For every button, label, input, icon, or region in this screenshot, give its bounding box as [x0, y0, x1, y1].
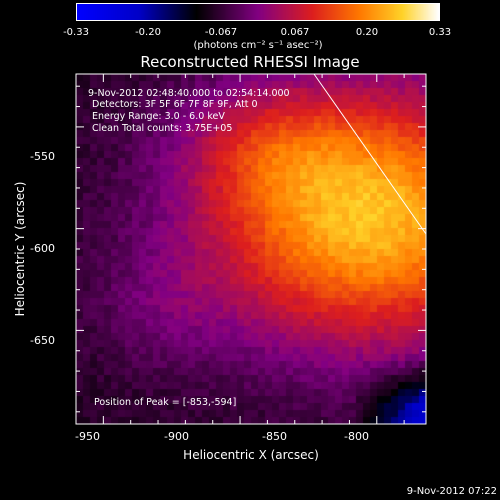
colorbar-tick-label: -0.20: [135, 27, 161, 38]
footer-date: 9-Nov-2012 07:22: [406, 486, 497, 497]
colorbar-gradient: [76, 3, 440, 21]
colorbar-unit-label: (photons cm⁻² s⁻¹ asec⁻²): [193, 40, 323, 51]
colorbar-tick-label: -0.067: [204, 27, 238, 38]
colorbar-tick-label: 0.33: [428, 27, 452, 38]
plot-area: 9-Nov-2012 02:48:40.000 to 02:54:14.000 …: [76, 74, 426, 424]
x-axis-label: Heliocentric X (arcsec): [183, 448, 319, 462]
y-tick-label: -600: [30, 242, 55, 255]
colorbar: [76, 3, 440, 21]
x-tick-label: -950: [75, 430, 100, 443]
y-axis-label: Heliocentric Y (arcsec): [13, 181, 27, 317]
x-tick-label: -850: [262, 430, 287, 443]
clean-counts-annotation: Clean Total counts: 3.75E+05: [92, 123, 233, 134]
time-range-annotation: 9-Nov-2012 02:48:40.000 to 02:54:14.000: [88, 88, 290, 99]
detectors-annotation: Detectors: 3F 5F 6F 7F 8F 9F, Att 0: [92, 99, 258, 110]
x-tick-label: -800: [344, 430, 369, 443]
peak-position-annotation: Position of Peak = [-853,-594]: [94, 397, 237, 408]
heatmap-image: [76, 74, 426, 424]
plot-frame: [75, 73, 427, 425]
y-tick-label: -550: [30, 150, 55, 163]
colorbar-tick-label: 0.20: [355, 27, 379, 38]
colorbar-tick-label: 0.067: [280, 27, 310, 38]
chart-title: Reconstructed RHESSI Image: [140, 53, 360, 71]
tick-marks: [75, 74, 426, 424]
energy-range-annotation: Energy Range: 3.0 - 6.0 keV: [92, 111, 225, 122]
x-tick-label: -900: [164, 430, 189, 443]
colorbar-tick-label: -0.33: [63, 27, 89, 38]
solar-limb-line: [313, 73, 427, 235]
y-tick-label: -650: [30, 334, 55, 347]
